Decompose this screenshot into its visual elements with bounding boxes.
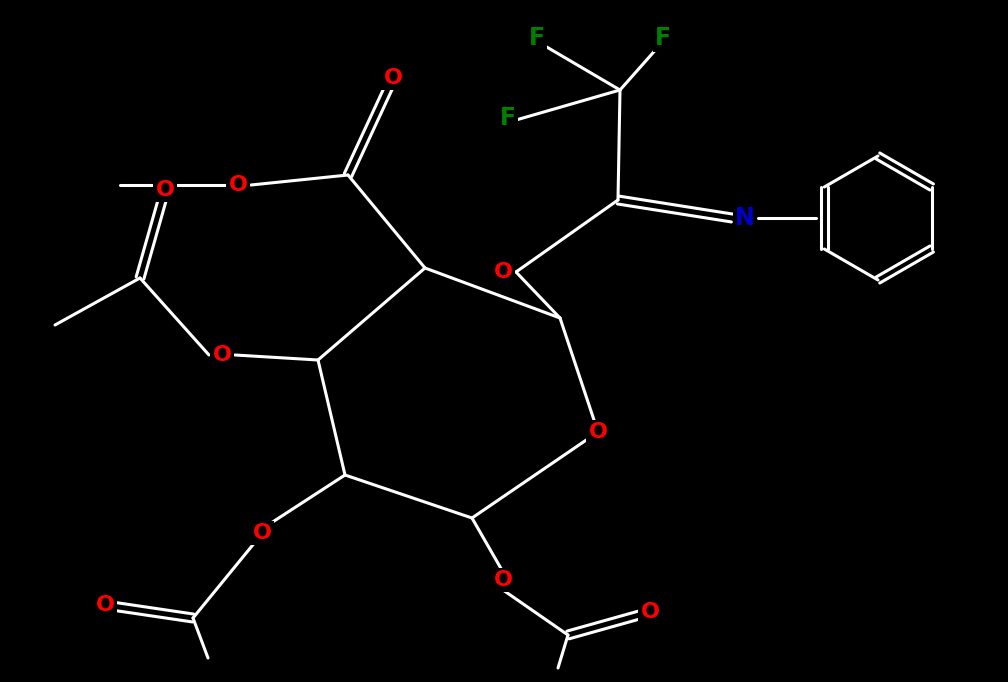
Text: O: O (640, 602, 659, 622)
Text: O: O (589, 422, 608, 442)
Text: O: O (494, 262, 512, 282)
Text: O: O (252, 523, 271, 543)
Text: F: F (655, 26, 671, 50)
Text: F: F (500, 106, 516, 130)
Text: N: N (735, 206, 755, 230)
Text: O: O (383, 68, 402, 88)
Text: O: O (494, 570, 512, 590)
Text: O: O (229, 175, 248, 195)
Text: O: O (96, 595, 115, 615)
Text: O: O (213, 345, 232, 365)
Text: F: F (529, 26, 545, 50)
Text: O: O (155, 180, 174, 200)
